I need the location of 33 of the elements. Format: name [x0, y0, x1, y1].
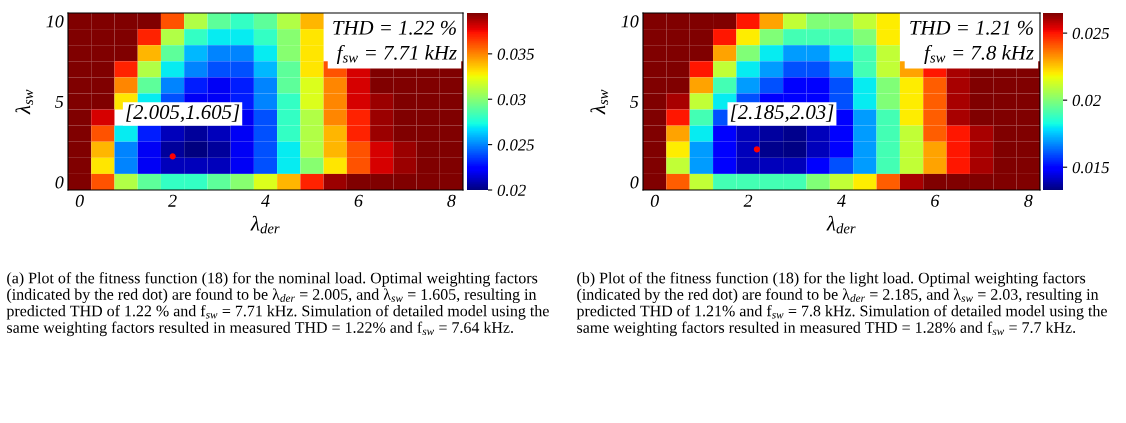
x-tick-label: 2 [168, 194, 177, 207]
x-tick-label: 4 [261, 194, 270, 207]
x-tick-label: 2 [743, 194, 753, 207]
x-tick-label: 8 [447, 194, 456, 207]
x-tick-label: 6 [931, 194, 940, 207]
x-tick-label: 8 [1024, 194, 1033, 207]
y-tick-label: 0 [630, 176, 639, 189]
x-tick-label: 0 [75, 194, 84, 207]
color-bar-label: 0.02 [497, 184, 526, 197]
x-tick-label: 6 [354, 194, 363, 207]
x-axis-title: λ$_{der}$ [250, 215, 280, 234]
y-tick-label: 0 [55, 176, 64, 189]
x-tick-label: 0 [650, 194, 659, 207]
color-bar-label: 0.015 [1072, 161, 1110, 174]
annotation: [2.185,2.03] [730, 104, 834, 123]
y-axis-title: λ$_{sw}$ [15, 89, 34, 115]
y-tick-label: 10 [621, 15, 639, 28]
color-bar-label: 0.025 [1072, 27, 1110, 40]
color-bar-label: 0.03 [497, 93, 526, 106]
x-tick-label: 4 [837, 194, 846, 207]
color-bar-label: 0.025 [497, 139, 535, 151]
color-bar-label: 0.035 [497, 48, 535, 60]
annotation: THD = 1.22 % f$_{sw}$ = 7.71 kHz [333, 20, 457, 64]
annotation: [2.005,1.605] [126, 104, 240, 123]
annotation: THD = 1.21 % f$_{sw}$ = 7.8 kHz [910, 20, 1034, 64]
y-tick-label: 5 [55, 95, 64, 108]
y-tick-label: 5 [630, 95, 639, 108]
x-axis-title: λ$_{der}$ [826, 215, 856, 234]
text: (b) Plot of the fitness function (18) for the light load. Optimal weighting factors (indicated by the red dot) are found to be λ$_{der}$ = 2.185, and λ$_{sw}$ = 2.03, resulting in predicted THD of 1.21% and f$_{sw}$ = 7.8 kHz. Simulation of detailed model using the same weighting factors resulted in measured THD = 1.28% and f$_{sw}$ = 7.7 kHz. [576, 272, 1107, 337]
y-tick-label: 10 [46, 15, 64, 28]
color-bar-label: 0.02 [1072, 94, 1101, 107]
y-axis-title: λ$_{sw}$ [590, 89, 609, 115]
text: (a) Plot of the fitness function (18) for the nominal load. Optimal weighting factors (indicated by the red dot) are found to be λ$_{der}$ = 2.005, and λ$_{sw}$ = 1.605, resulting in predicted THD of 1.22 % and f$_{sw}$ = 7.71 kHz. Simulation of detailed model using the same weighting factors resulted in measured THD = 1.22% and f$_{sw}$ = 7.64 kHz. [6, 272, 549, 337]
